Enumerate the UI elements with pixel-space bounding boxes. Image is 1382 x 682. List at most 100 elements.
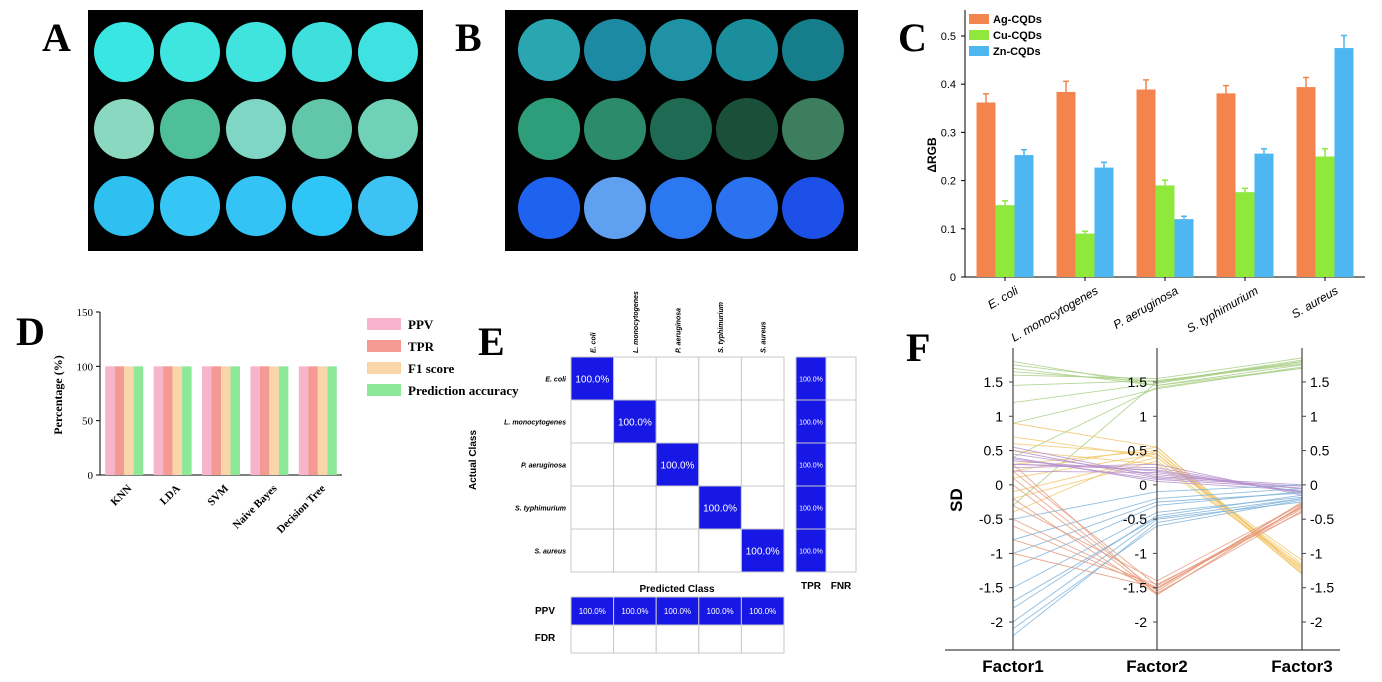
parallel-line (1012, 364, 1303, 386)
sensor-spot-a-1-0 (94, 99, 154, 159)
chart-c-ytick-label: 0.3 (941, 127, 956, 139)
parallel-ytick-label: 1 (1310, 408, 1318, 424)
matrix-cell (613, 442, 657, 487)
sensor-spot-b-2-4 (782, 177, 844, 239)
chart-d-legend-swatch (367, 384, 401, 396)
chart-d-bar (202, 366, 212, 475)
chart-c-category-label: S. aureus (1289, 283, 1340, 321)
sensor-spot-b-0-2 (650, 19, 712, 81)
chart-c-ytick-label: 0.2 (941, 176, 956, 188)
chart-d-bar (259, 366, 270, 475)
chart-c-bar (1334, 48, 1354, 277)
chart-d-bar (211, 366, 221, 475)
parallel-line (1012, 359, 1303, 506)
chart-c-legend-label: Zn-CQDs (993, 46, 1041, 58)
parallel-line (1012, 362, 1303, 383)
chart-d-bar (317, 366, 328, 475)
matrix-ppv-value: 100.0% (621, 607, 648, 616)
matrix-fnr-header: FNR (831, 581, 852, 592)
chart-c-category-label: L. monocytogenes (1009, 283, 1101, 344)
parallel-line (1012, 484, 1303, 594)
chart-c-bar (1094, 167, 1114, 277)
matrix-column-label: S. typhimurium (718, 302, 725, 353)
chart-d-ylabel: Percentage (%) (51, 355, 65, 434)
sensor-spot-a-1-3 (292, 99, 352, 159)
parallel-line (1012, 460, 1303, 493)
sensor-array-photo-a (88, 10, 423, 251)
matrix-fnr-cell (825, 356, 857, 401)
chart-c-bar (1216, 93, 1236, 277)
chart-d-legend-label: Prediction accuracy (408, 383, 519, 398)
chart-c-bar (995, 205, 1015, 277)
parallel-axis-label: Factor2 (1126, 657, 1187, 676)
matrix-predicted-class-label: Predicted Class (639, 584, 714, 595)
chart-c-ytick-label: 0.1 (941, 224, 956, 236)
chart-c-bar (1075, 233, 1095, 277)
parallel-line (1012, 357, 1303, 380)
parallel-line (1012, 506, 1303, 589)
parallel-line (1012, 360, 1303, 386)
chart-c-bar (976, 102, 996, 278)
matrix-diagonal-cell (698, 485, 742, 530)
matrix-fnr-cell (825, 528, 857, 573)
chart-d-bar (308, 366, 318, 475)
sensor-spot-b-1-4 (782, 98, 844, 160)
panel-label-f: F (906, 325, 931, 370)
chart-d-category-label: Decision Tree (275, 483, 328, 536)
chart-d-bar (182, 366, 192, 475)
chart-c-legend-label: Cu-CQDs (993, 30, 1042, 42)
chart-d-legend-swatch (367, 362, 401, 374)
chart-d-legend-swatch (367, 318, 401, 330)
parallel-line (1012, 463, 1303, 496)
matrix-row-label: P. aeruginosa (521, 463, 566, 470)
chart-d-legend-label: PPV (408, 317, 434, 332)
parallel-ytick-label: 0.5 (984, 443, 1004, 459)
parallel-ytick-label: -0.5 (979, 511, 1003, 527)
sensor-spot-a-0-3 (292, 22, 352, 82)
chart-d-bar (163, 366, 173, 475)
matrix-row-label: E. coli (545, 377, 567, 384)
chart-f-ylabel: SD (947, 488, 966, 512)
matrix-ppv-cell (655, 596, 700, 626)
parallel-line (1012, 456, 1303, 565)
parallel-ytick-label: -2 (991, 614, 1004, 630)
parallel-ytick-label: 1 (1139, 408, 1147, 424)
matrix-cell (570, 528, 615, 573)
chart-c-bar (1056, 91, 1076, 277)
sensor-spot-b-2-3 (716, 177, 778, 239)
chart-d-category-label: SVM (205, 482, 231, 508)
chart-c-legend-label: Ag-CQDs (993, 14, 1042, 26)
matrix-fdr-cell (698, 624, 742, 654)
sensor-spot-b-1-1 (584, 98, 646, 160)
matrix-fnr-cell (825, 485, 857, 530)
chart-d-category-label: Naive Bayes (231, 482, 280, 531)
panel-label-b: B (455, 15, 482, 60)
matrix-cell (740, 356, 785, 401)
parallel-line (1012, 492, 1303, 554)
matrix-tpr-cell (795, 528, 827, 573)
matrix-tpr-header: TPR (801, 581, 822, 592)
parallel-ytick-label: 1.5 (1310, 374, 1330, 390)
chart-c-bar (1296, 87, 1316, 277)
parallel-line (1012, 484, 1303, 520)
matrix-tpr-value: 100.0% (799, 549, 823, 556)
matrix-cell (613, 356, 657, 401)
chart-d-ytick-label: 50 (82, 416, 94, 428)
chart-d-bar (133, 366, 144, 475)
matrix-ppv-cell (613, 596, 657, 626)
sensor-spot-a-0-4 (358, 22, 418, 82)
sensor-spot-b-0-4 (782, 19, 844, 81)
chart-c-legend-swatch (969, 30, 989, 40)
chart-d-bar (269, 366, 279, 475)
chart-d-bar (153, 366, 164, 475)
chart-d-ytick-label: 100 (77, 361, 94, 373)
sensor-spot-a-1-2 (226, 99, 286, 159)
matrix-ppv-cell (740, 596, 785, 626)
sensor-spot-a-1-1 (160, 99, 220, 159)
parallel-line (1012, 450, 1303, 571)
matrix-fdr-cell (655, 624, 700, 654)
chart-c-ytick-label: 0 (950, 272, 956, 284)
matrix-fnr-cell (825, 442, 857, 487)
parallel-ytick-label: -1.5 (1123, 580, 1147, 596)
matrix-row-label: S. aureus (534, 549, 566, 556)
